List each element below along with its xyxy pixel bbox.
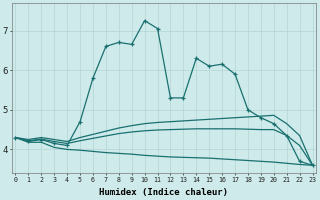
X-axis label: Humidex (Indice chaleur): Humidex (Indice chaleur) bbox=[100, 188, 228, 197]
